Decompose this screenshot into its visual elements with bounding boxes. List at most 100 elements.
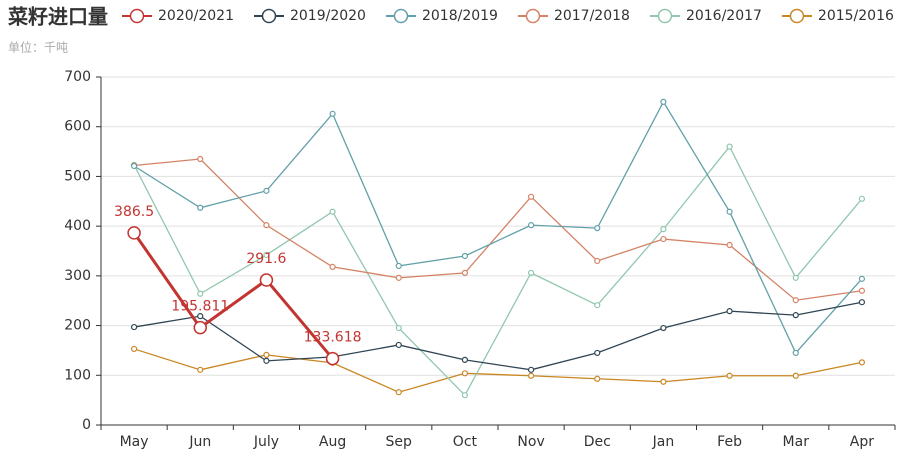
point: [726, 372, 733, 379]
point: [329, 110, 336, 117]
point: [461, 252, 469, 260]
x-tick-label: May: [120, 434, 149, 450]
point: [792, 297, 799, 304]
legend-label: 2019/2020: [290, 8, 366, 24]
point: [130, 162, 138, 170]
series-line: [134, 158, 863, 301]
point: [792, 349, 799, 357]
legend-item: 2019/2020: [253, 8, 366, 24]
x-tick-label: Mar: [783, 434, 810, 450]
series-line: [133, 100, 863, 355]
x-tick-label: Apr: [850, 434, 874, 450]
y-tick-label: 700: [64, 69, 91, 85]
point: [130, 345, 138, 353]
legend-item: 2020/2021: [122, 8, 234, 24]
point: [197, 204, 204, 211]
point: [197, 155, 204, 163]
y-tick-label: 100: [64, 367, 91, 383]
point: [527, 372, 535, 379]
point: [594, 257, 601, 265]
point: [263, 222, 270, 229]
x-tick-label: Aug: [319, 434, 346, 450]
point: [594, 225, 601, 232]
point: [726, 241, 733, 249]
point: [726, 308, 733, 315]
series-line: [133, 301, 863, 371]
x-tick-label: Oct: [453, 434, 478, 450]
point: [329, 263, 336, 271]
point: [395, 341, 402, 349]
x-tick-label: Jan: [652, 434, 675, 450]
y-tick-label: 200: [64, 318, 91, 334]
point: [259, 273, 274, 287]
y-tick-label: 500: [64, 168, 91, 184]
series-line: [133, 348, 863, 393]
y-tick-label: 400: [64, 218, 91, 234]
point: [263, 251, 270, 259]
y-tick-label: 600: [64, 119, 91, 135]
point: [660, 226, 667, 233]
legend-label: 2017/2018: [554, 8, 630, 24]
legend-label: 2020/2021: [158, 8, 234, 24]
data-label: 291.6: [246, 251, 286, 267]
point: [395, 274, 402, 281]
point: [792, 372, 799, 379]
point: [594, 375, 601, 382]
legend-marker: [657, 8, 673, 24]
series-line: [132, 231, 334, 360]
legend-label: 2016/2017: [686, 8, 762, 24]
point: [263, 351, 270, 359]
y-tick-label: 300: [64, 268, 91, 284]
point: [660, 98, 667, 105]
point: [527, 366, 535, 373]
point: [660, 378, 667, 385]
y-tick-label: 0: [82, 417, 91, 433]
point: [263, 187, 270, 194]
point: [329, 208, 336, 215]
data-label: 133.618: [304, 330, 362, 346]
point: [325, 351, 340, 366]
legend-item: 2015/2016: [781, 8, 894, 24]
legend-marker: [129, 8, 145, 24]
point: [395, 262, 402, 270]
point: [395, 389, 402, 396]
data-label: 386.5: [114, 204, 154, 220]
x-tick-label: Feb: [717, 434, 742, 450]
point: [726, 143, 733, 150]
point: [197, 313, 204, 320]
point: [792, 312, 799, 319]
point: [395, 324, 402, 332]
legend-label: 2015/2016: [818, 8, 894, 24]
point: [527, 269, 535, 276]
chart-title: 菜籽进口量: [7, 5, 108, 29]
chart-subtitle: 单位：千吨: [8, 40, 68, 55]
point: [197, 290, 204, 297]
point: [792, 274, 799, 281]
legend-item: 2016/2017: [649, 8, 762, 24]
point: [858, 275, 866, 282]
point: [858, 195, 866, 202]
point: [130, 323, 138, 331]
legend-marker: [789, 8, 805, 24]
series-line: [133, 145, 863, 397]
point: [461, 269, 469, 276]
point: [858, 359, 866, 366]
point: [263, 357, 270, 364]
legend-label: 2018/2019: [422, 8, 498, 24]
point: [193, 320, 207, 335]
legend-marker: [393, 8, 409, 24]
point: [197, 366, 204, 373]
point: [527, 222, 535, 229]
point: [461, 356, 469, 363]
point: [726, 208, 733, 215]
point: [858, 287, 866, 294]
x-tick-label: Nov: [517, 434, 544, 450]
point: [527, 193, 535, 200]
point: [461, 392, 469, 399]
point: [127, 226, 141, 240]
point: [660, 324, 667, 332]
x-tick-label: Sep: [386, 434, 413, 450]
data-label: 195.811: [171, 299, 229, 315]
x-tick-label: Jun: [188, 434, 211, 450]
